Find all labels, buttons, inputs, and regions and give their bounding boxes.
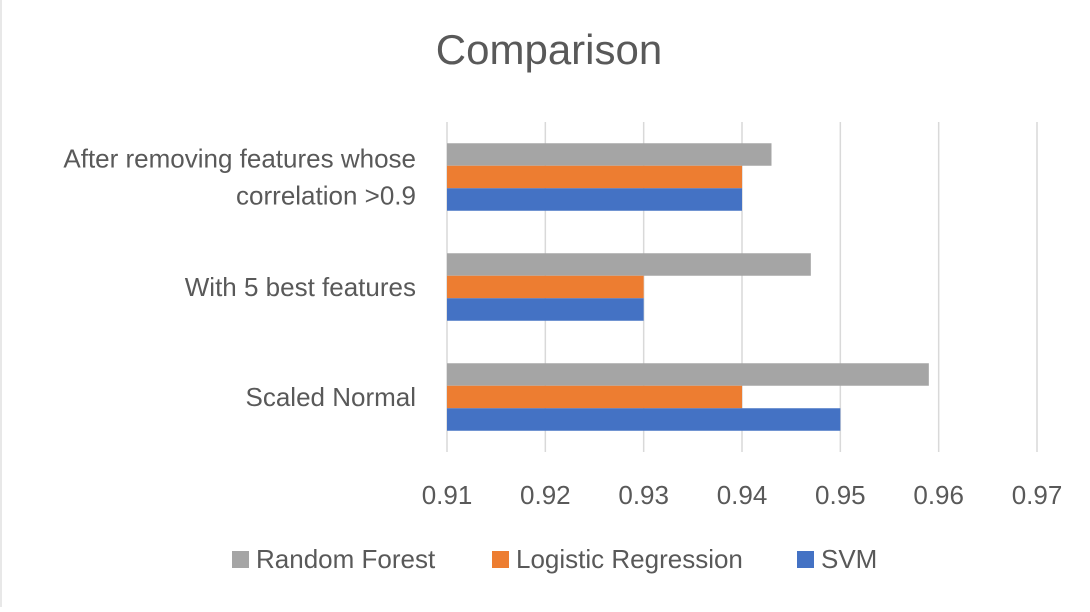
legend-swatch: [492, 551, 509, 568]
category-label: Scaled Normal: [245, 382, 416, 412]
chart-title: Comparison: [436, 26, 662, 73]
bar-logistic-regression: [447, 275, 644, 299]
category-label: With 5 best features: [185, 272, 416, 302]
category-label-line: Scaled Normal: [245, 382, 416, 412]
bar-svm: [447, 408, 841, 431]
bar-logistic-regression: [447, 165, 742, 189]
bars: [447, 143, 929, 431]
x-tick-label: 0.91: [422, 480, 473, 510]
bar-random-forest: [447, 143, 772, 166]
category-label-line: correlation >0.9: [236, 181, 416, 211]
bar-svm: [447, 298, 644, 321]
category-labels: After removing features whose correlation…: [63, 144, 416, 413]
legend: Random Forest Logistic Regression SVM: [232, 544, 877, 574]
x-tick-label: 0.92: [520, 480, 571, 510]
bar-random-forest: [447, 253, 811, 276]
x-tick-label: 0.97: [1012, 480, 1063, 510]
bar-svm: [447, 188, 742, 211]
x-tick-label: 0.96: [913, 480, 964, 510]
bar-random-forest: [447, 363, 929, 386]
category-label: After removing features whose correlation…: [63, 144, 416, 211]
legend-label: SVM: [821, 544, 877, 574]
bar-logistic-regression: [447, 385, 742, 409]
x-axis-tick-labels: 0.91 0.92 0.93 0.94 0.95 0.96 0.97: [422, 480, 1063, 510]
legend-swatch: [797, 551, 814, 568]
legend-label: Logistic Regression: [516, 544, 743, 574]
x-tick-label: 0.94: [717, 480, 768, 510]
legend-swatch: [232, 551, 249, 568]
x-tick-label: 0.95: [815, 480, 866, 510]
category-label-line: With 5 best features: [185, 272, 416, 302]
legend-label: Random Forest: [256, 544, 436, 574]
category-label-line: After removing features whose: [63, 144, 416, 174]
x-tick-label: 0.93: [618, 480, 669, 510]
